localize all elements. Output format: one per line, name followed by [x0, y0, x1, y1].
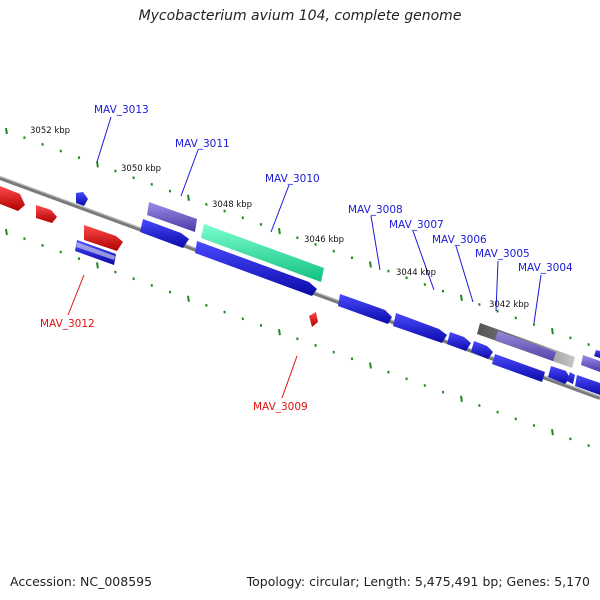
kbp-label-3048: 3048 kbp [212, 200, 252, 210]
tick-outer [460, 294, 463, 301]
gene-mav-3011-shape[interactable] [147, 202, 197, 232]
genome-title: Mycobacterium avium 104, complete genome [138, 8, 462, 24]
gene-blue-edge-top[interactable] [594, 350, 600, 358]
tick-inner [96, 262, 99, 269]
gene-blue-right-1[interactable] [492, 354, 545, 382]
label-mav-3006[interactable]: MAV_3006 [432, 234, 487, 246]
gene-mav-3009-shape[interactable] [309, 312, 318, 327]
tick-outer [96, 161, 99, 168]
kbp-label-3044: 3044 kbp [396, 268, 436, 278]
kbp-label-3050: 3050 kbp [121, 164, 161, 174]
gene-blue-right-4[interactable] [575, 375, 600, 395]
label-mav-3010[interactable]: MAV_3010 [265, 173, 320, 185]
label-mav-3007[interactable]: MAV_3007 [389, 219, 444, 231]
label-leaders [67, 116, 542, 399]
gene-blue-3011-lower[interactable] [140, 219, 189, 248]
gene-mav-3013-shape[interactable] [76, 192, 88, 206]
gene-red-small-1[interactable] [36, 205, 57, 223]
gene-mav-3012-shape-red[interactable] [84, 225, 123, 251]
tick-marks-outer [5, 127, 590, 346]
tick-outer [369, 261, 372, 268]
gene-mav-3007-shape[interactable] [393, 313, 447, 343]
label-mav-3012[interactable]: MAV_3012 [40, 318, 95, 330]
tick-outer [187, 194, 190, 201]
gene-mav-3005-shape[interactable] [471, 341, 493, 359]
accession-text: Accession: NC_008595 [10, 574, 153, 589]
tick-outer [551, 328, 554, 335]
label-mav-3009[interactable]: MAV_3009 [253, 401, 308, 413]
gene-blue-right-3[interactable] [567, 372, 575, 384]
tick-outer [5, 127, 8, 135]
gene-red-left-edge[interactable] [0, 186, 25, 211]
gene-blue-right-2[interactable] [548, 366, 570, 384]
kbp-label-3052: 3052 kbp [30, 126, 70, 136]
gene-mav-3006-shape[interactable] [447, 332, 471, 351]
tick-inner [551, 429, 554, 436]
gene-mav-3008-shape[interactable] [338, 294, 392, 324]
label-mav-3005[interactable]: MAV_3005 [475, 248, 530, 260]
kbp-label-3046: 3046 kbp [304, 235, 344, 245]
gene-features [0, 186, 600, 395]
tick-inner [460, 395, 463, 402]
label-mav-3008[interactable]: MAV_3008 [348, 204, 403, 216]
tick-inner [369, 362, 372, 369]
gene-lav-right-edge[interactable] [581, 355, 600, 372]
gene-mav-3004-shape-lav[interactable] [495, 331, 556, 361]
tick-outer [278, 227, 281, 235]
tick-inner [278, 328, 281, 336]
tick-inner [187, 295, 190, 302]
gene-blue-long[interactable] [195, 241, 317, 296]
tick-inner [5, 228, 8, 236]
label-mav-3011[interactable]: MAV_3011 [175, 138, 230, 150]
label-mav-3004[interactable]: MAV_3004 [518, 262, 573, 274]
gene-mav-3012-shape-overlay[interactable] [76, 242, 115, 260]
label-mav-3013[interactable]: MAV_3013 [94, 104, 149, 116]
tick-marks-inner [5, 228, 590, 447]
gene-mav-3010-shape[interactable] [201, 224, 324, 282]
kbp-label-3042: 3042 kbp [489, 300, 529, 310]
topology-summary: Topology: circular; Length: 5,475,491 bp… [246, 574, 590, 589]
